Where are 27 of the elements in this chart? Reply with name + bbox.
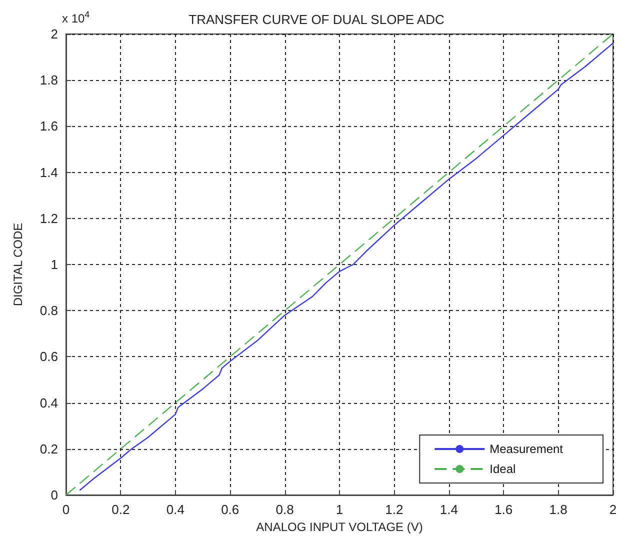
x-tick-label: 1 [336,502,344,517]
x-tick-label: 1.8 [549,502,568,517]
x-tick-label: 2 [609,502,617,517]
legend-label: Measurement [490,442,564,456]
y-tick-label: 1 [50,257,58,272]
y-tick-label: 0.6 [40,349,58,364]
x-axis-title: ANALOG INPUT VOLTAGE (V) [256,520,423,534]
y-tick-label: 1.6 [40,118,58,134]
x-tick-label: 1.2 [385,502,404,517]
y-tick-label: 0 [50,488,58,502]
y-tick-label: 1.2 [40,210,58,226]
y-tick-label: 2 [50,26,58,42]
y-tick-label: 0.4 [40,395,58,410]
chart-title: TRANSFER CURVE OF DUAL SLOPE ADC [188,12,444,27]
legend-label: Ideal [490,462,516,476]
x-tick-label: 1.4 [440,502,458,517]
x-tick-label: 0 [62,502,70,517]
y-tick-label: 0.8 [40,303,58,318]
y-tick-label: 0.2 [40,441,58,456]
x-tick-label: 0.8 [276,502,294,517]
x-tick-label: 0.4 [166,502,184,517]
x-tick-label: 0.6 [221,502,240,517]
x-tick-label: 0.2 [112,502,130,517]
y-axis-title: DIGITAL CODE [11,222,25,306]
y-tick-label: 1.8 [40,72,58,88]
x-tick-label: 1.6 [494,502,513,517]
y-tick-label: 1.4 [40,164,58,180]
